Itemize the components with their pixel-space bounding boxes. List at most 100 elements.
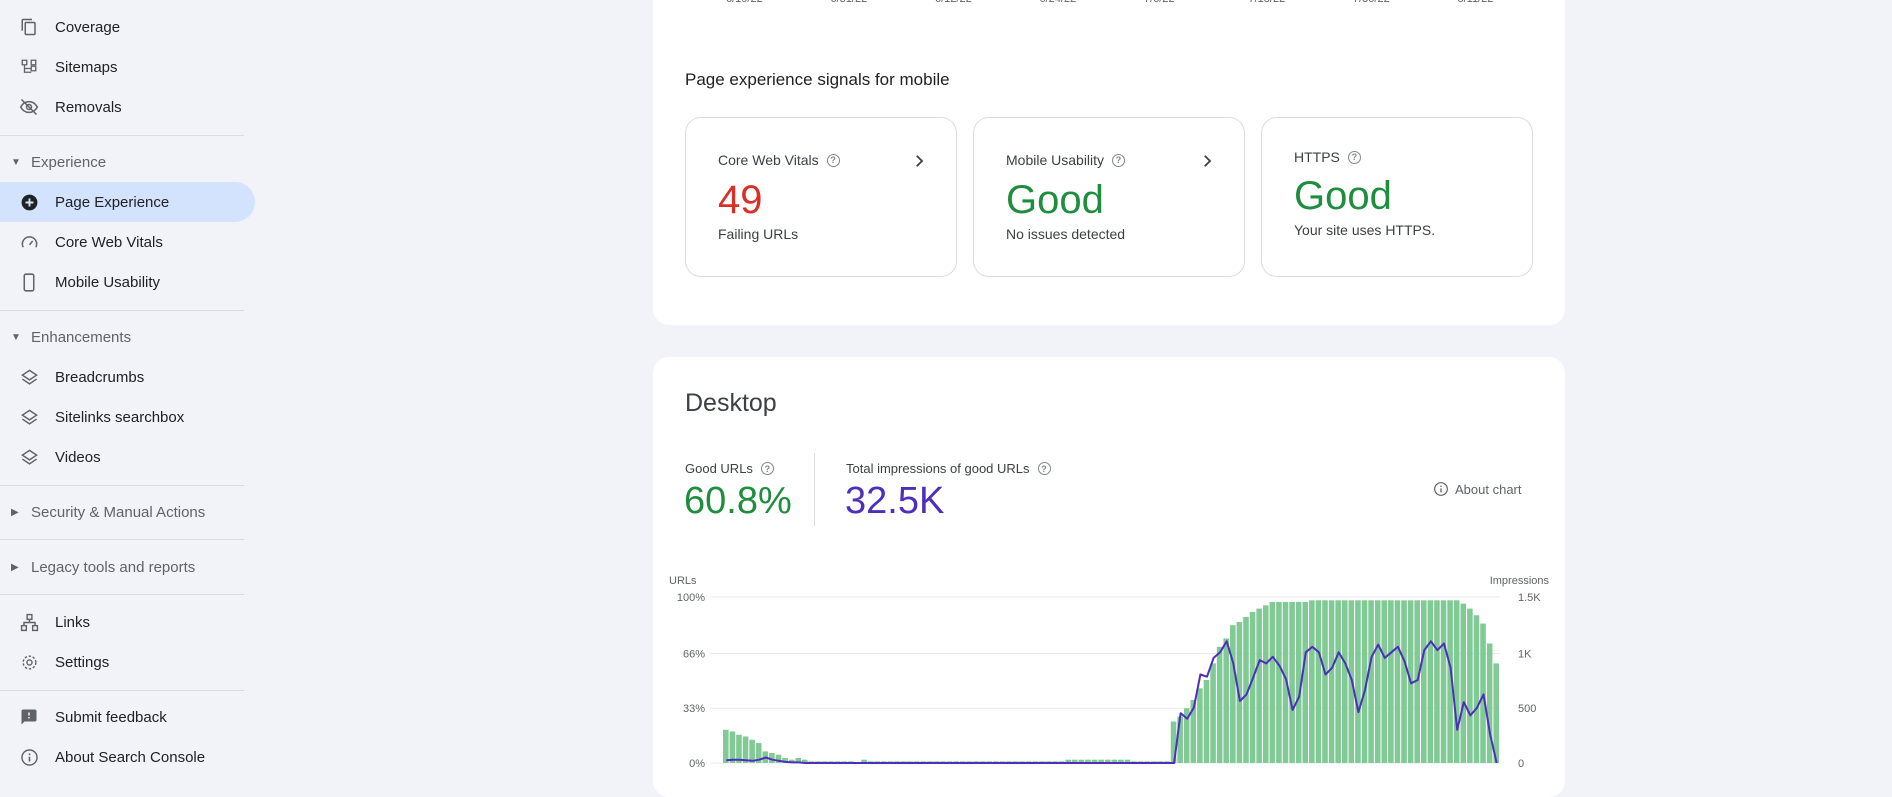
about-chart-link[interactable]: About chart (1433, 481, 1522, 497)
bar (1190, 699, 1197, 763)
x-tick-label: 6/19/22 (726, 0, 763, 5)
bar (1223, 638, 1230, 763)
sidebar-item-links[interactable]: Links (0, 602, 255, 642)
sidebar-item-submit-feedback[interactable]: Submit feedback (0, 697, 255, 737)
chevron-right-icon (916, 155, 924, 167)
y-tick-right: 1K (1518, 648, 1532, 660)
bar (802, 759, 808, 763)
metric-label: Good URLs (685, 461, 753, 476)
bar (1276, 601, 1282, 763)
bar (1467, 608, 1473, 763)
desktop-chart: URLs Impressions 100% 1.5K 66% 1K 33% 500 0% 0 (669, 575, 1550, 770)
help-icon[interactable]: ? (826, 153, 840, 167)
section-label: Experience (31, 153, 107, 171)
metric-divider (814, 453, 815, 526)
sidebar-item-label: Videos (55, 448, 101, 466)
desktop-title: Desktop (685, 389, 777, 417)
bar (1230, 625, 1236, 763)
divider (0, 135, 244, 136)
y-tick-left: 100% (677, 592, 705, 604)
bar (1460, 603, 1467, 763)
bar (1473, 615, 1480, 763)
bar (1420, 600, 1427, 763)
card-value: Good (1294, 174, 1392, 218)
sidebar-item-page-experience[interactable]: Page Experience (0, 182, 255, 222)
bar (1361, 600, 1368, 763)
good-urls-value: 60.8% (684, 480, 792, 522)
bar (1170, 721, 1177, 763)
divider (0, 310, 244, 311)
sidebar-item-removals[interactable]: Removals (0, 87, 255, 127)
caret-right-icon: ▶ (11, 506, 19, 518)
bar (1197, 688, 1203, 763)
bar (1368, 600, 1374, 763)
section-security[interactable]: ▶ Security & Manual Actions (0, 496, 255, 528)
bar (1210, 663, 1216, 763)
y-tick-right: 0 (1518, 758, 1524, 770)
feedback-icon (19, 707, 39, 727)
left-axis-title: URLs (669, 575, 697, 587)
bar (861, 759, 867, 763)
bar (1071, 759, 1078, 763)
sidebar-nav: Coverage Sitemaps Removals ▼ Experience … (0, 0, 255, 779)
sidebar-item-settings[interactable]: Settings (0, 642, 255, 682)
phone-icon (19, 272, 39, 292)
section-legacy[interactable]: ▶ Legacy tools and reports (0, 551, 255, 583)
gauge-icon (19, 232, 39, 252)
x-tick-label: 6/24/22 (1040, 0, 1077, 5)
bar (1104, 759, 1111, 763)
bar (1216, 646, 1223, 763)
mobile-usability-card[interactable]: Mobile Usability? Good No issues detecte… (973, 117, 1245, 277)
bar (1111, 759, 1118, 763)
mobile-signals-title: Page experience signals for mobile (685, 70, 950, 89)
sidebar-item-sitelinks-searchbox[interactable]: Sitelinks searchbox (0, 397, 255, 437)
impressions-value: 32.5K (845, 480, 945, 522)
bar (1289, 601, 1295, 763)
sidebar-item-label: Sitelinks searchbox (55, 408, 185, 426)
good-urls-metric[interactable]: Good URLs ? (685, 461, 774, 476)
x-tick-label: 6/12/22 (935, 0, 972, 5)
y-tick-left: 0% (689, 758, 705, 770)
sidebar-item-coverage[interactable]: Coverage (0, 7, 255, 47)
sidebar-item-core-web-vitals[interactable]: Core Web Vitals (0, 222, 255, 262)
y-tick-left: 66% (683, 648, 705, 660)
help-icon[interactable]: ? (1037, 462, 1051, 475)
impressions-metric[interactable]: Total impressions of good URLs ? (846, 461, 1051, 476)
bar (1262, 605, 1269, 763)
bar (1177, 716, 1183, 763)
sidebar-item-breadcrumbs[interactable]: Breadcrumbs (0, 357, 255, 397)
sidebar-item-about[interactable]: About Search Console (0, 737, 255, 777)
x-tick-label: 7/18/22 (1249, 0, 1286, 5)
sidebar-item-label: Core Web Vitals (55, 233, 163, 251)
sidebar-item-mobile-usability[interactable]: Mobile Usability (0, 262, 255, 302)
bar (1203, 680, 1210, 763)
sidebar-item-label: Sitemaps (55, 58, 118, 76)
bar (1440, 600, 1447, 763)
sidebar-item-label: Submit feedback (55, 708, 167, 726)
section-label: Enhancements (31, 328, 132, 346)
help-icon[interactable]: ? (760, 462, 774, 475)
divider (0, 539, 244, 540)
bar (1243, 616, 1249, 763)
bar (1302, 601, 1309, 763)
x-tick-label: 7/6/22 (1144, 0, 1175, 5)
bar (769, 753, 775, 763)
y-tick-right: 500 (1518, 703, 1536, 715)
help-icon[interactable]: ? (1112, 153, 1126, 167)
x-tick-label: 7/30/22 (1353, 0, 1390, 5)
layers-icon (19, 447, 39, 467)
bar (1381, 600, 1388, 763)
section-label: Legacy tools and reports (31, 558, 196, 576)
x-tick-label: 6/31/22 (831, 0, 868, 5)
core-web-vitals-card[interactable]: Core Web Vitals? 49 Failing URLs (685, 117, 957, 277)
x-tick-label: 8/11/22 (1458, 0, 1494, 5)
section-experience[interactable]: ▼ Experience (0, 146, 255, 178)
gear-icon (19, 652, 39, 672)
sidebar-item-sitemaps[interactable]: Sitemaps (0, 47, 255, 87)
bar (1374, 600, 1381, 763)
bar (775, 754, 782, 763)
sidebar-item-label: Page Experience (55, 193, 170, 211)
sidebar-item-videos[interactable]: Videos (0, 437, 255, 477)
help-icon[interactable]: ? (1347, 150, 1361, 164)
section-enhancements[interactable]: ▼ Enhancements (0, 321, 255, 353)
